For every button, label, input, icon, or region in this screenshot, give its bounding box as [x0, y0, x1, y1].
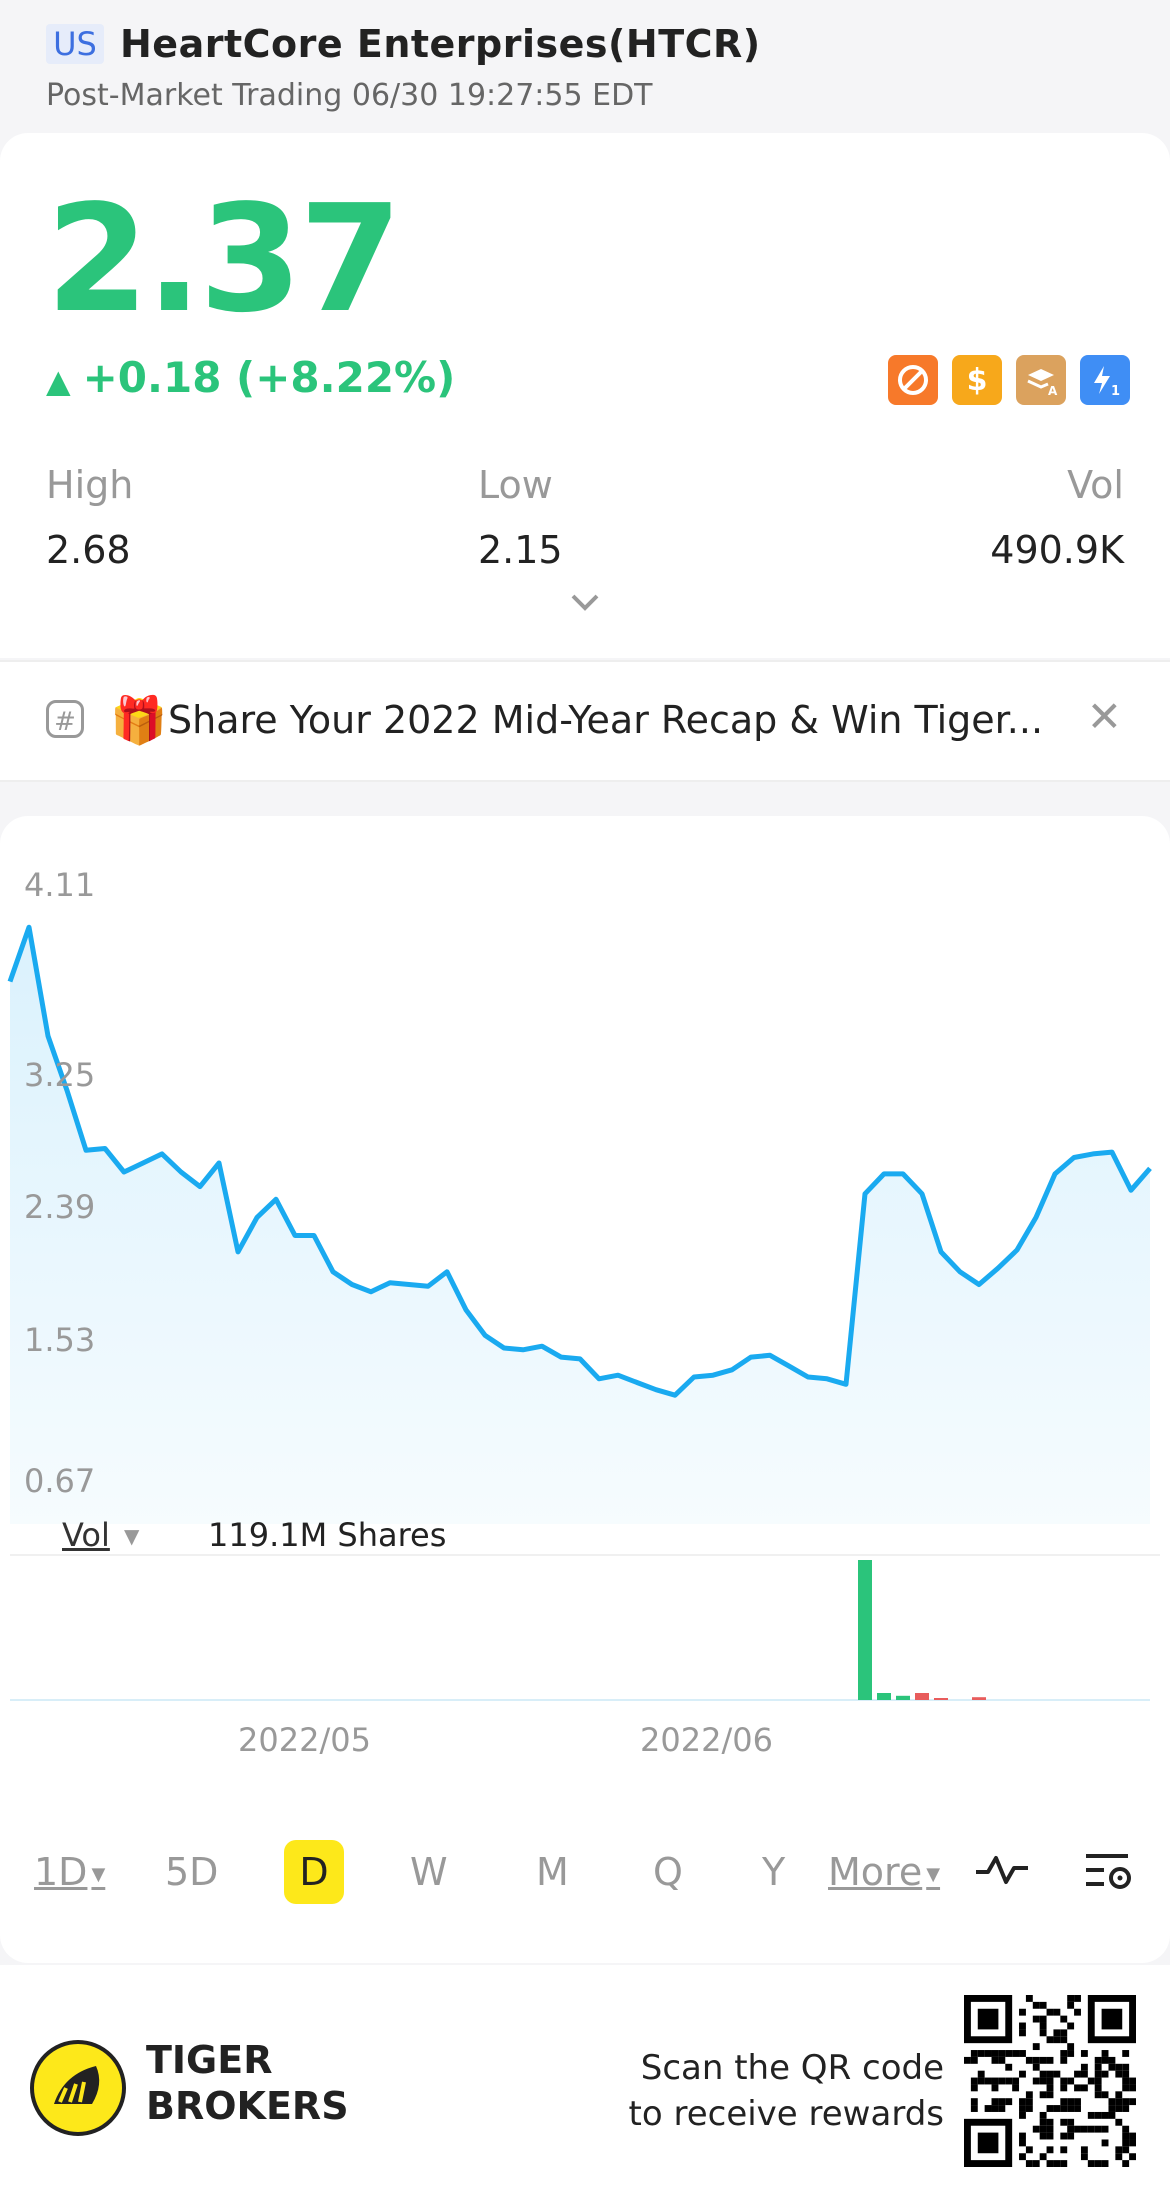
y-tick: 4.11: [24, 866, 96, 904]
change-value: +0.18 (+8.22%): [82, 353, 456, 402]
gift-icon: 🎁: [110, 693, 168, 747]
price-area: [10, 927, 1150, 1524]
caret-down-icon[interactable]: ▼: [124, 1524, 140, 1548]
svg-text:A: A: [1048, 384, 1058, 397]
volume-bar: [896, 1695, 910, 1700]
high-label: High: [46, 463, 134, 507]
divider: [10, 1554, 1160, 1556]
stack-a-icon[interactable]: A: [1016, 355, 1066, 405]
volume-max: 119.1M Shares: [208, 1516, 447, 1554]
brand-line: BROKERS: [146, 2084, 349, 2128]
price-line: [7, 924, 1152, 1398]
indicator-icon[interactable]: [974, 1850, 1030, 1890]
price-chart[interactable]: [0, 816, 1170, 1816]
chart-settings-icon[interactable]: [1084, 1850, 1134, 1894]
promo-banner[interactable]: # 🎁 Share Your 2022 Mid-Year Recap & Win…: [0, 660, 1170, 782]
close-icon[interactable]: ✕: [1086, 692, 1122, 741]
y-tick: 2.39: [24, 1188, 96, 1226]
low-label: Low: [478, 463, 553, 507]
period-more[interactable]: More ▼: [828, 1850, 941, 1894]
volume-selector[interactable]: Vol: [62, 1516, 110, 1554]
scan-line: to receive rewards: [628, 2094, 944, 2134]
stock-title: HeartCore Enterprises(HTCR): [120, 22, 761, 66]
x-tick: 2022/06: [640, 1721, 773, 1759]
y-tick: 3.25: [24, 1056, 96, 1094]
up-arrow-icon: ▲: [46, 362, 71, 400]
scan-line: Scan the QR code: [640, 2048, 944, 2088]
chevron-down-icon[interactable]: [565, 588, 605, 618]
volume-bar: [972, 1697, 986, 1700]
volume-bar: [877, 1693, 891, 1700]
brand-name: TIGER BROKERS: [146, 2037, 349, 2129]
period-q[interactable]: Q: [653, 1850, 683, 1894]
last-price: 2.37: [46, 173, 402, 345]
chart-card: 4.11 3.25 2.39 1.53 0.67 Vol ▼ 119.1M Sh…: [0, 816, 1170, 1963]
vol-label: Vol: [1067, 463, 1124, 507]
vol-value: 490.9K: [990, 528, 1124, 572]
price-change: ▲ +0.18 (+8.22%): [46, 353, 455, 402]
trading-status: Post-Market Trading 06/30 19:27:55 EDT: [46, 78, 653, 113]
period-selector: 1D ▼ 5D D W M Q Y More ▼: [0, 1826, 1170, 1916]
caret-down-icon: ▼: [91, 1863, 106, 1885]
flash-1-icon[interactable]: 1: [1080, 355, 1130, 405]
market-badge: US: [46, 24, 104, 64]
period-w[interactable]: W: [410, 1850, 448, 1894]
caret-down-icon: ▼: [926, 1863, 941, 1885]
period-y[interactable]: Y: [762, 1850, 786, 1894]
no-sign-icon[interactable]: [888, 355, 938, 405]
volume-bar: [934, 1698, 948, 1700]
volume-bar: [915, 1693, 929, 1700]
high-value: 2.68: [46, 528, 131, 572]
feature-badges: $ A 1: [888, 355, 1130, 405]
quote-card: 2.37 ▲ +0.18 (+8.22%) $ A 1 High 2.68 Low…: [0, 133, 1170, 658]
brand-line: TIGER: [146, 2038, 273, 2082]
stock-header: US HeartCore Enterprises(HTCR) Post-Mark…: [0, 0, 1170, 130]
period-m[interactable]: M: [536, 1850, 569, 1894]
period-d[interactable]: D: [284, 1840, 344, 1904]
promo-text[interactable]: Share Your 2022 Mid-Year Recap & Win Tig…: [168, 698, 1044, 742]
y-tick: 1.53: [24, 1321, 96, 1359]
x-tick: 2022/05: [238, 1721, 371, 1759]
hashtag-icon: #: [46, 700, 84, 738]
period-1d[interactable]: 1D ▼: [34, 1850, 106, 1894]
y-tick: 0.67: [24, 1462, 96, 1500]
low-value: 2.15: [478, 528, 563, 572]
svg-text:1: 1: [1111, 384, 1120, 397]
qr-code: [964, 1995, 1136, 2167]
tiger-logo-icon: [30, 2040, 126, 2136]
volume-bar: [858, 1560, 872, 1700]
dollar-icon[interactable]: $: [952, 355, 1002, 405]
promo-footer: TIGER BROKERS Scan the QR code to receiv…: [0, 1965, 1170, 2205]
scan-text: Scan the QR code to receive rewards: [629, 2045, 944, 2137]
period-5d[interactable]: 5D: [165, 1850, 219, 1894]
